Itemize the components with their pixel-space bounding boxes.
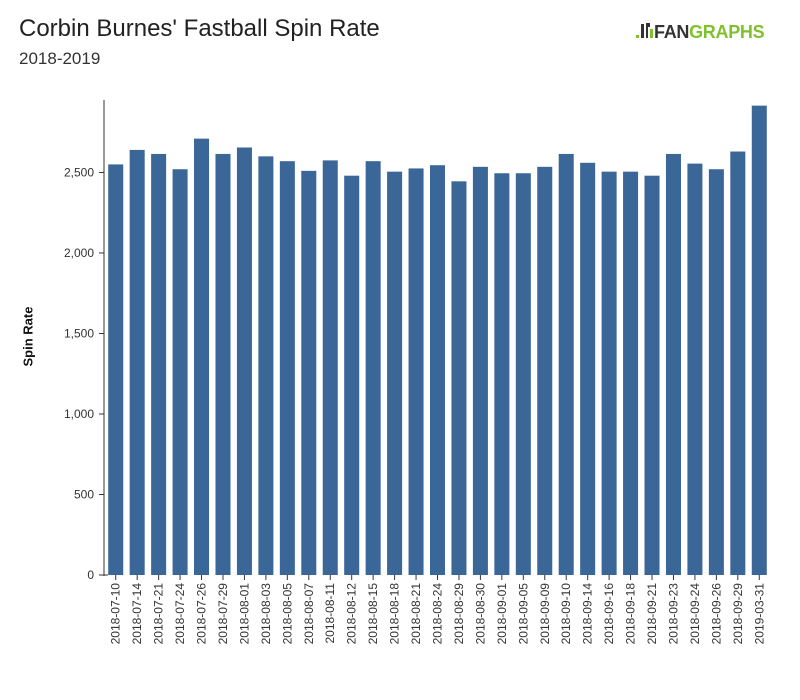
x-tick-label: 2018-07-21 xyxy=(152,583,166,645)
bar xyxy=(215,153,231,575)
bar xyxy=(580,162,596,576)
bar xyxy=(408,168,424,575)
chart-title: Corbin Burnes' Fastball Spin Rate xyxy=(19,15,380,42)
x-tick-label: 2018-08-11 xyxy=(323,583,337,644)
x-tick-label: 2018-07-14 xyxy=(130,583,144,645)
x-tick-label: 2018-08-01 xyxy=(237,583,251,645)
x-tick-label: 2018-09-10 xyxy=(559,583,573,645)
bar xyxy=(279,161,295,575)
x-tick-label: 2018-09-26 xyxy=(709,583,723,645)
bar xyxy=(665,153,681,575)
bar xyxy=(344,175,360,575)
bar xyxy=(129,149,145,576)
x-tick-label: 2018-09-01 xyxy=(495,583,509,645)
x-tick-label: 2018-08-12 xyxy=(345,583,359,645)
x-tick-label: 2018-07-26 xyxy=(195,583,209,645)
x-tick-label: 2018-09-09 xyxy=(538,583,552,645)
x-tick-label: 2018-09-14 xyxy=(581,583,595,645)
x-tick-label: 2018-07-10 xyxy=(109,583,123,645)
bar xyxy=(258,156,274,576)
x-tick-label: 2018-08-29 xyxy=(452,583,466,645)
x-tick-label: 2018-09-21 xyxy=(645,583,659,645)
logo-text-graphs: GRAPHS xyxy=(689,21,765,42)
bar xyxy=(751,105,767,575)
y-tick-label: 500 xyxy=(74,487,94,501)
x-tick-label: 2018-09-23 xyxy=(666,583,680,645)
bar xyxy=(687,163,703,575)
x-tick-label: 2018-08-03 xyxy=(259,583,273,645)
bar xyxy=(194,138,210,575)
x-tick-label: 2018-08-15 xyxy=(366,583,380,645)
bar xyxy=(515,173,531,575)
bar xyxy=(558,153,574,575)
x-tick-label: 2018-07-24 xyxy=(173,583,187,645)
x-tick-label: 2018-08-24 xyxy=(431,583,445,645)
y-tick-label: 1,000 xyxy=(64,407,94,421)
x-tick-label: 2018-09-16 xyxy=(602,583,616,645)
x-tick-label: 2018-09-24 xyxy=(688,583,702,645)
x-tick-label: 2018-09-05 xyxy=(516,583,530,645)
x-tick-label: 2018-08-30 xyxy=(473,583,487,645)
bar xyxy=(708,169,724,576)
bar xyxy=(494,173,510,575)
y-tick-label: 2,000 xyxy=(64,246,94,260)
x-tick-label: 2018-08-05 xyxy=(280,583,294,645)
x-tick-label: 2018-07-29 xyxy=(216,583,230,645)
bar xyxy=(601,171,617,575)
bar xyxy=(429,165,446,575)
y-tick-label: 0 xyxy=(87,568,94,582)
fangraphs-logo-icon xyxy=(636,23,653,38)
bar xyxy=(108,164,124,575)
x-tick-label: 2018-09-18 xyxy=(624,583,638,645)
bar xyxy=(301,170,317,575)
bar xyxy=(151,153,167,575)
fangraphs-logo[interactable]: FANGRAPHS xyxy=(636,20,765,44)
bar xyxy=(537,166,553,575)
bar xyxy=(365,161,381,575)
x-tick-label: 2018-08-21 xyxy=(409,583,423,645)
x-tick-label: 2018-08-07 xyxy=(302,583,316,645)
bar xyxy=(172,169,188,576)
bar xyxy=(472,166,488,575)
y-tick-label: 2,500 xyxy=(64,165,94,179)
bar xyxy=(730,151,746,575)
bar xyxy=(644,175,660,575)
x-tick-label: 2019-03-31 xyxy=(752,583,766,645)
bar xyxy=(387,171,403,575)
chart-subtitle: 2018-2019 xyxy=(19,49,101,68)
logo-text-fan: FAN xyxy=(654,21,690,42)
bar xyxy=(322,160,338,575)
x-tick-label: 2018-09-29 xyxy=(731,583,745,645)
bar xyxy=(623,171,639,575)
bar xyxy=(236,147,252,575)
bar xyxy=(451,181,467,575)
x-tick-label: 2018-08-18 xyxy=(388,583,402,645)
y-tick-label: 1,500 xyxy=(64,326,94,340)
logo-wordmark: FANGRAPHS xyxy=(654,21,765,43)
